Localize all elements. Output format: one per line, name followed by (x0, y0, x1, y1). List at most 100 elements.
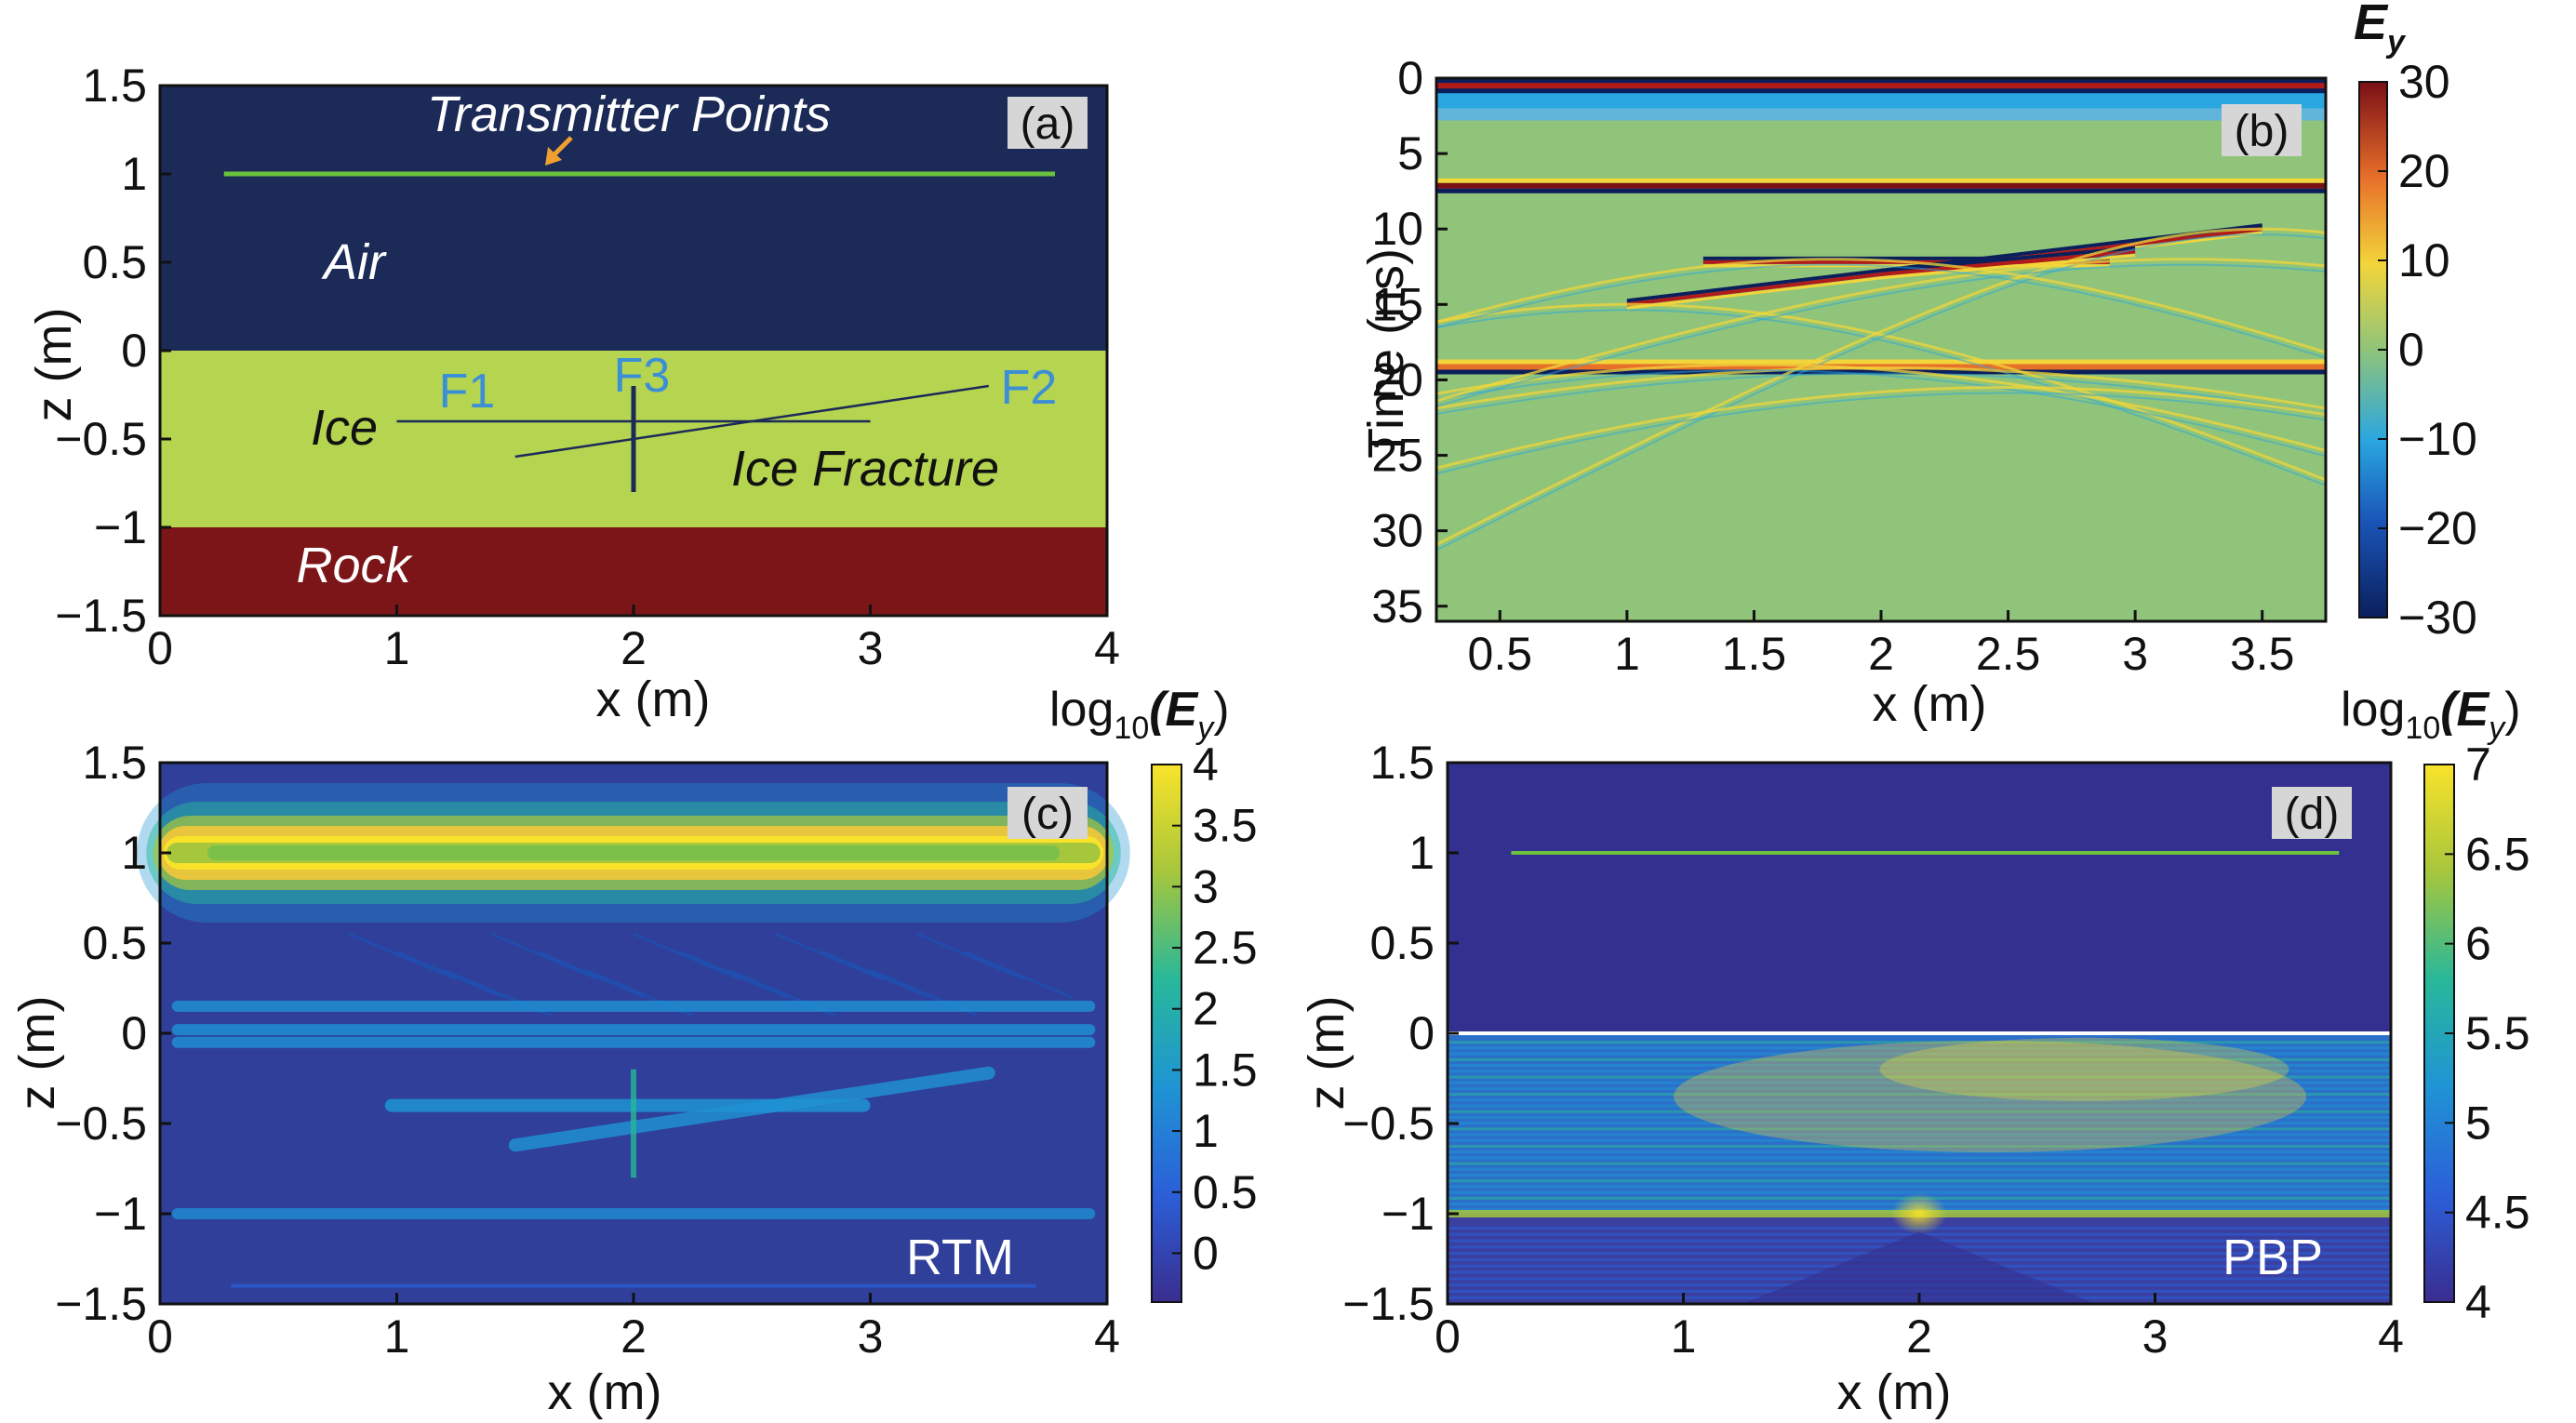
fracture-reflection (1880, 246, 2136, 273)
y-tick-label: 0 (1397, 52, 1423, 104)
diffraction-hyperbola (1435, 363, 2327, 452)
colorbar-tick-label: 0 (1193, 1227, 1219, 1279)
reflection-line (1436, 359, 2326, 365)
x-tick-label: 1 (1671, 1310, 1697, 1363)
colorbar-tick-label: 10 (2398, 234, 2450, 286)
y-tick-label: 35 (1371, 580, 1423, 632)
air-layer (160, 86, 1107, 351)
direct-wave-peak (1436, 83, 2326, 89)
panel-d-tag-box (2272, 787, 2352, 839)
panel-c-tag-box (1008, 787, 1088, 839)
clutter-line (775, 932, 883, 981)
x-tick-label: 3.5 (2230, 628, 2295, 680)
panel-c-xlabel: x (m) (548, 1364, 662, 1420)
panel-a-ylabel: z (m) (26, 308, 82, 422)
surface-reflection (171, 1036, 1096, 1048)
colorbar-tick-label: 0 (2398, 324, 2424, 376)
panel-c-method: RTM (906, 1230, 1014, 1285)
surface-reflection (171, 1000, 1096, 1012)
x-tick-label: 0 (1435, 1310, 1461, 1363)
panel-c-tag: (c) (1021, 790, 1074, 839)
colorbar-tick-label: 5.5 (2465, 1007, 2530, 1059)
y-tick-label: 1 (1408, 827, 1435, 879)
panel-c-marks (137, 783, 1130, 1288)
panel-d-plot (1446, 761, 2393, 1306)
x-tick-label: 3 (2142, 1310, 2169, 1363)
clutter-line (349, 932, 457, 981)
x-tick-label: 4 (1094, 622, 1120, 674)
y-tick-label: 0 (121, 325, 147, 377)
panel-d-colorbar-label: log10(Ey) (2341, 683, 2521, 746)
clutter-line (538, 951, 647, 999)
y-tick-label: −1.5 (1342, 1278, 1435, 1330)
panel-d: (d) PBP 0 1 2 3 4 1.5 1 0.5 0 −0.5 −1 −1.5 z (m) x … (1299, 683, 2530, 1420)
diffraction-hyperbola (1435, 302, 2327, 482)
fracture-f2 (514, 384, 989, 459)
x-tick-label: 4 (2378, 1310, 2404, 1363)
x-tick-label: 4 (1094, 1310, 1120, 1363)
colorbar-label-sub: y (2385, 24, 2407, 60)
ice-fracture-label: Ice Fracture (731, 441, 999, 497)
panel-b-xlabel: x (m) (1873, 676, 1987, 732)
x-tick-label: 2.5 (1976, 628, 2041, 680)
transmitter-label: Transmitter Points (427, 86, 831, 142)
y-tick-label: −0.5 (55, 413, 147, 465)
colorbar-tick-label: 3.5 (1193, 800, 1258, 852)
y-tick-label: 15 (1371, 278, 1423, 330)
reflection-line (1436, 178, 2326, 183)
panel-c-colorbar (1151, 764, 1182, 1303)
x-tick-label: 2 (1868, 628, 1894, 680)
panel-a: Transmitter Points Air Ice Ice Fracture … (26, 60, 1120, 727)
y-tick-label: 25 (1371, 430, 1423, 482)
panel-d-xlabel: x (m) (1837, 1364, 1952, 1420)
panel-d-ylabel: z (m) (1299, 996, 1355, 1110)
panel-a-xlabel: x (m) (596, 672, 711, 727)
colorbar-log-sub: 10 (1114, 711, 1149, 746)
y-tick-label: 5 (1397, 127, 1423, 180)
clutter-line (680, 951, 789, 999)
colorbar-tick-label: 30 (2398, 56, 2450, 108)
panel-b-axes: 0.5 1 1.5 2 2.5 3 3.5 0 5 10 15 20 25 30 35 (1371, 52, 2294, 680)
colorbar-tick-label: 2 (1193, 983, 1219, 1035)
reflection-line (1436, 188, 2326, 193)
colorbar-close: ) (1213, 683, 1229, 737)
y-tick-label: −1 (94, 501, 147, 553)
colorbar-close: ) (2504, 683, 2520, 737)
diffraction-hyperbola (1435, 258, 2327, 403)
x-tick-label: 2 (621, 622, 647, 674)
reflection-line (1436, 369, 2326, 375)
colorbar-label-e: E (2354, 0, 2389, 50)
fracture-image (508, 1066, 995, 1152)
colorbar-log: log (2341, 683, 2405, 737)
x-tick-label: 0 (147, 1310, 173, 1363)
panel-b-tag-box (2222, 104, 2302, 156)
panel-d-marks (1448, 851, 2391, 1304)
rock-label: Rock (296, 538, 413, 593)
diffraction-hyperbola (1435, 386, 2327, 470)
panel-c-colorbar-label: log10(Ey) (1049, 683, 1230, 746)
panel-a-tag: (a) (1021, 100, 1075, 149)
reflection-line (1436, 182, 2326, 189)
x-tick-label: 3 (858, 1310, 884, 1363)
panel-b-tag: (b) (2235, 107, 2289, 156)
clutter-line (822, 951, 930, 999)
x-tick-label: 1.5 (1722, 628, 1787, 680)
y-tick-label: 10 (1371, 203, 1423, 255)
panel-a-plot (158, 84, 1109, 618)
colorbar-tick-label: 5 (2465, 1097, 2491, 1149)
panel-b-ylabel: Time (ns) (1358, 248, 1414, 459)
y-tick-label: 1 (121, 148, 147, 200)
panel-a-tag-box (1008, 97, 1088, 149)
colorbar-tick-label: 1.5 (1193, 1044, 1258, 1096)
clutter-line (633, 932, 741, 981)
diffraction-hyperbola (1435, 263, 2327, 407)
colorbar-tick-label: 1 (1193, 1105, 1219, 1157)
diffraction-hyperbola (1435, 309, 2327, 486)
colorbar-e: (E (2440, 683, 2489, 737)
clutter-line (490, 932, 599, 981)
y-tick-label: 1 (121, 827, 147, 879)
rock-layer (160, 527, 1107, 616)
colorbar-e-sub: y (1195, 711, 1215, 746)
clutter-line (964, 951, 1073, 999)
shadow-wedge (1742, 1231, 2097, 1304)
